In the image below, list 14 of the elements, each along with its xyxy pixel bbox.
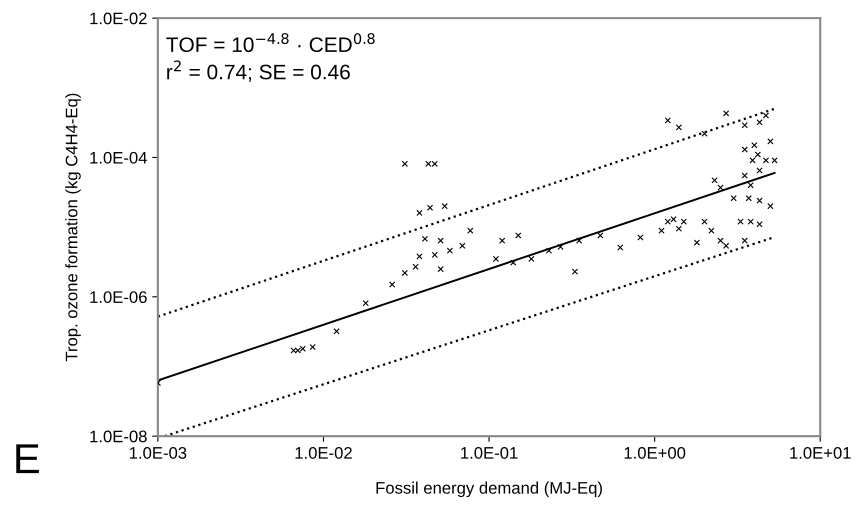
x-tick-label: 1.0E+00 xyxy=(624,447,686,459)
x-tick-label: 1.0E-01 xyxy=(461,447,518,459)
x-axis-title: Fossil energy demand (MJ-Eq) xyxy=(376,482,602,498)
y-tick-label: 1.0E-04 xyxy=(90,152,147,164)
y-axis-title: Trop. ozone formation (kg C4H4-Eq) xyxy=(65,94,81,362)
x-tick-label: 1.0E-02 xyxy=(296,447,352,459)
y-tick-label: 1.0E-02 xyxy=(90,12,147,24)
x-tick-label: 1.0E-03 xyxy=(130,447,186,459)
annotation: r$^{2}$ = 0.74; SE = 0.46 xyxy=(167,60,350,82)
y-tick-label: 1.0E-06 xyxy=(90,291,147,304)
x-tick-label: 1.0E+01 xyxy=(790,447,851,459)
text: E xyxy=(16,444,39,474)
annotation: TOF = 10$^{−4.8}$ · CED$^{0.8}$ xyxy=(166,33,375,52)
y-tick-label: 1.0E-08 xyxy=(90,430,147,442)
